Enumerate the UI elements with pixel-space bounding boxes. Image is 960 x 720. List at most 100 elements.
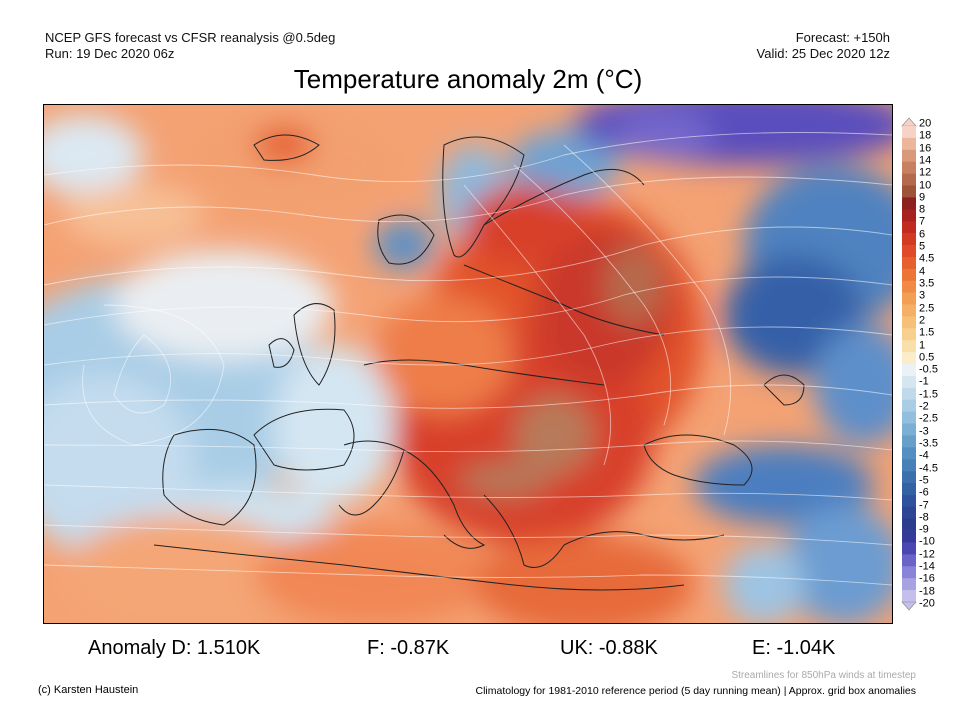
colorbar-label: -5: [919, 474, 929, 487]
colorbar-swatch: [902, 542, 916, 555]
colorbar-label: 3.5: [919, 277, 935, 290]
forecast-line: Forecast: +150h: [795, 30, 890, 45]
colorbar-label: -2.5: [919, 412, 938, 425]
colorbar-label: 6: [919, 228, 926, 241]
colorbar-label: -10: [919, 535, 935, 548]
colorbar-swatch: [902, 530, 916, 543]
anomaly-field: [44, 105, 892, 623]
colorbar-swatch: [902, 494, 916, 508]
colorbar-swatch: [902, 506, 916, 519]
colorbar-swatch: [902, 387, 916, 400]
colorbar-swatch: [902, 137, 916, 151]
colorbar-label: -3: [919, 425, 929, 438]
colorbar-swatch: [902, 352, 916, 365]
colorbar-label: -9: [919, 523, 929, 536]
colorbar-swatch: [902, 304, 916, 317]
colorbar-label: 1: [919, 339, 926, 352]
colorbar-label: 7: [919, 215, 926, 228]
header-right: Forecast: +150h Valid: 25 Dec 2020 12z: [757, 30, 890, 62]
colorbar-label: 20: [919, 117, 932, 130]
colorbar-swatch: [902, 483, 916, 496]
colorbar-swatch: [902, 185, 916, 198]
colorbar-label: 4.5: [919, 252, 935, 265]
anomaly-uk: UK: -0.88K: [560, 637, 658, 659]
colorbar-swatch: [902, 340, 916, 353]
colorbar-label: -1.5: [919, 388, 938, 401]
colorbar-swatch: [902, 268, 916, 281]
colorbar-swatch: [902, 554, 916, 567]
colorbar-swatch: [902, 399, 916, 412]
colorbar-label: 0.5: [919, 351, 935, 364]
colorbar-label: 3: [919, 289, 926, 302]
colorbar-label: -6: [919, 486, 929, 499]
colorbar-swatch: [902, 578, 916, 591]
colorbar-bottom-arrow: [901, 601, 917, 611]
colorbar-label: 2: [919, 314, 926, 327]
colorbar-swatch: [902, 364, 916, 377]
anomaly-f: F: -0.87K: [367, 637, 450, 659]
header-left: NCEP GFS forecast vs CFSR reanalysis @0.…: [45, 30, 335, 62]
colorbar-swatch: [902, 375, 916, 389]
colorbar-label: -4: [919, 449, 929, 462]
copyright: (c) Karsten Haustein: [38, 684, 139, 696]
climatology-note: Climatology for 1981-2010 reference peri…: [475, 685, 916, 697]
colorbar-label: 14: [919, 154, 932, 167]
colorbar-label: -4.5: [919, 462, 938, 475]
colorbar-label: 8: [919, 203, 926, 216]
colorbar: [901, 117, 917, 611]
colorbar-swatch: [902, 471, 916, 484]
coastlines: [153, 134, 805, 591]
colorbar-label: 4: [919, 265, 926, 278]
colorbar-label: 9: [919, 191, 926, 204]
colorbar-swatch: [902, 233, 916, 246]
colorbar-swatch: [902, 245, 916, 258]
colorbar-label: 2.5: [919, 302, 935, 315]
model-line: NCEP GFS forecast vs CFSR reanalysis @0.…: [45, 30, 336, 45]
anomaly-e: E: -1.04K: [752, 637, 836, 659]
colorbar-swatch: [902, 423, 916, 436]
streamlines-note: Streamlines for 850hPa winds at timestep: [731, 670, 916, 681]
colorbar-label: -8: [919, 511, 929, 524]
colorbar-swatch: [902, 149, 916, 162]
run-line: Run: 19 Dec 2020 06z: [45, 46, 175, 61]
colorbar-label: 12: [919, 166, 932, 179]
colorbar-label: -3.5: [919, 437, 938, 450]
colorbar-swatch: [902, 256, 916, 270]
colorbar-label: -20: [919, 597, 935, 610]
colorbar-swatch: [902, 435, 916, 448]
colorbar-swatch: [902, 292, 916, 305]
colorbar-swatch: [902, 280, 916, 293]
colorbar-swatch: [902, 197, 916, 210]
colorbar-label: -18: [919, 585, 935, 598]
valid-line: Valid: 25 Dec 2020 12z: [756, 46, 890, 61]
colorbar-swatches: [901, 117, 917, 611]
colorbar-label: -7: [919, 499, 929, 512]
map-canvas: [44, 105, 892, 623]
anomaly-map: [43, 104, 893, 624]
colorbar-swatch: [902, 411, 916, 424]
colorbar-swatch: [902, 566, 916, 579]
colorbar-swatch: [902, 161, 916, 174]
colorbar-label: 1.5: [919, 326, 935, 339]
colorbar-label: 16: [919, 142, 932, 155]
colorbar-swatch: [902, 126, 916, 139]
colorbar-swatch: [902, 173, 916, 186]
colorbar-label: -14: [919, 560, 935, 573]
colorbar-label: -0.5: [919, 363, 938, 376]
colorbar-swatch: [902, 328, 916, 341]
colorbar-label: 5: [919, 240, 926, 253]
page-title: Temperature anomaly 2m (°C): [293, 64, 643, 94]
colorbar-swatch: [902, 209, 916, 222]
colorbar-label: 18: [919, 129, 932, 142]
colorbar-label: -2: [919, 400, 929, 413]
colorbar-top-arrow: [901, 117, 917, 127]
colorbar-swatch: [902, 447, 916, 460]
streamlines: [44, 132, 892, 586]
colorbar-label: -12: [919, 548, 935, 561]
colorbar-label: -16: [919, 572, 935, 585]
colorbar-swatch: [902, 590, 916, 603]
colorbar-label: -1: [919, 375, 929, 388]
colorbar-swatch: [902, 221, 916, 234]
colorbar-swatch: [902, 518, 916, 531]
colorbar-label: 10: [919, 179, 932, 192]
